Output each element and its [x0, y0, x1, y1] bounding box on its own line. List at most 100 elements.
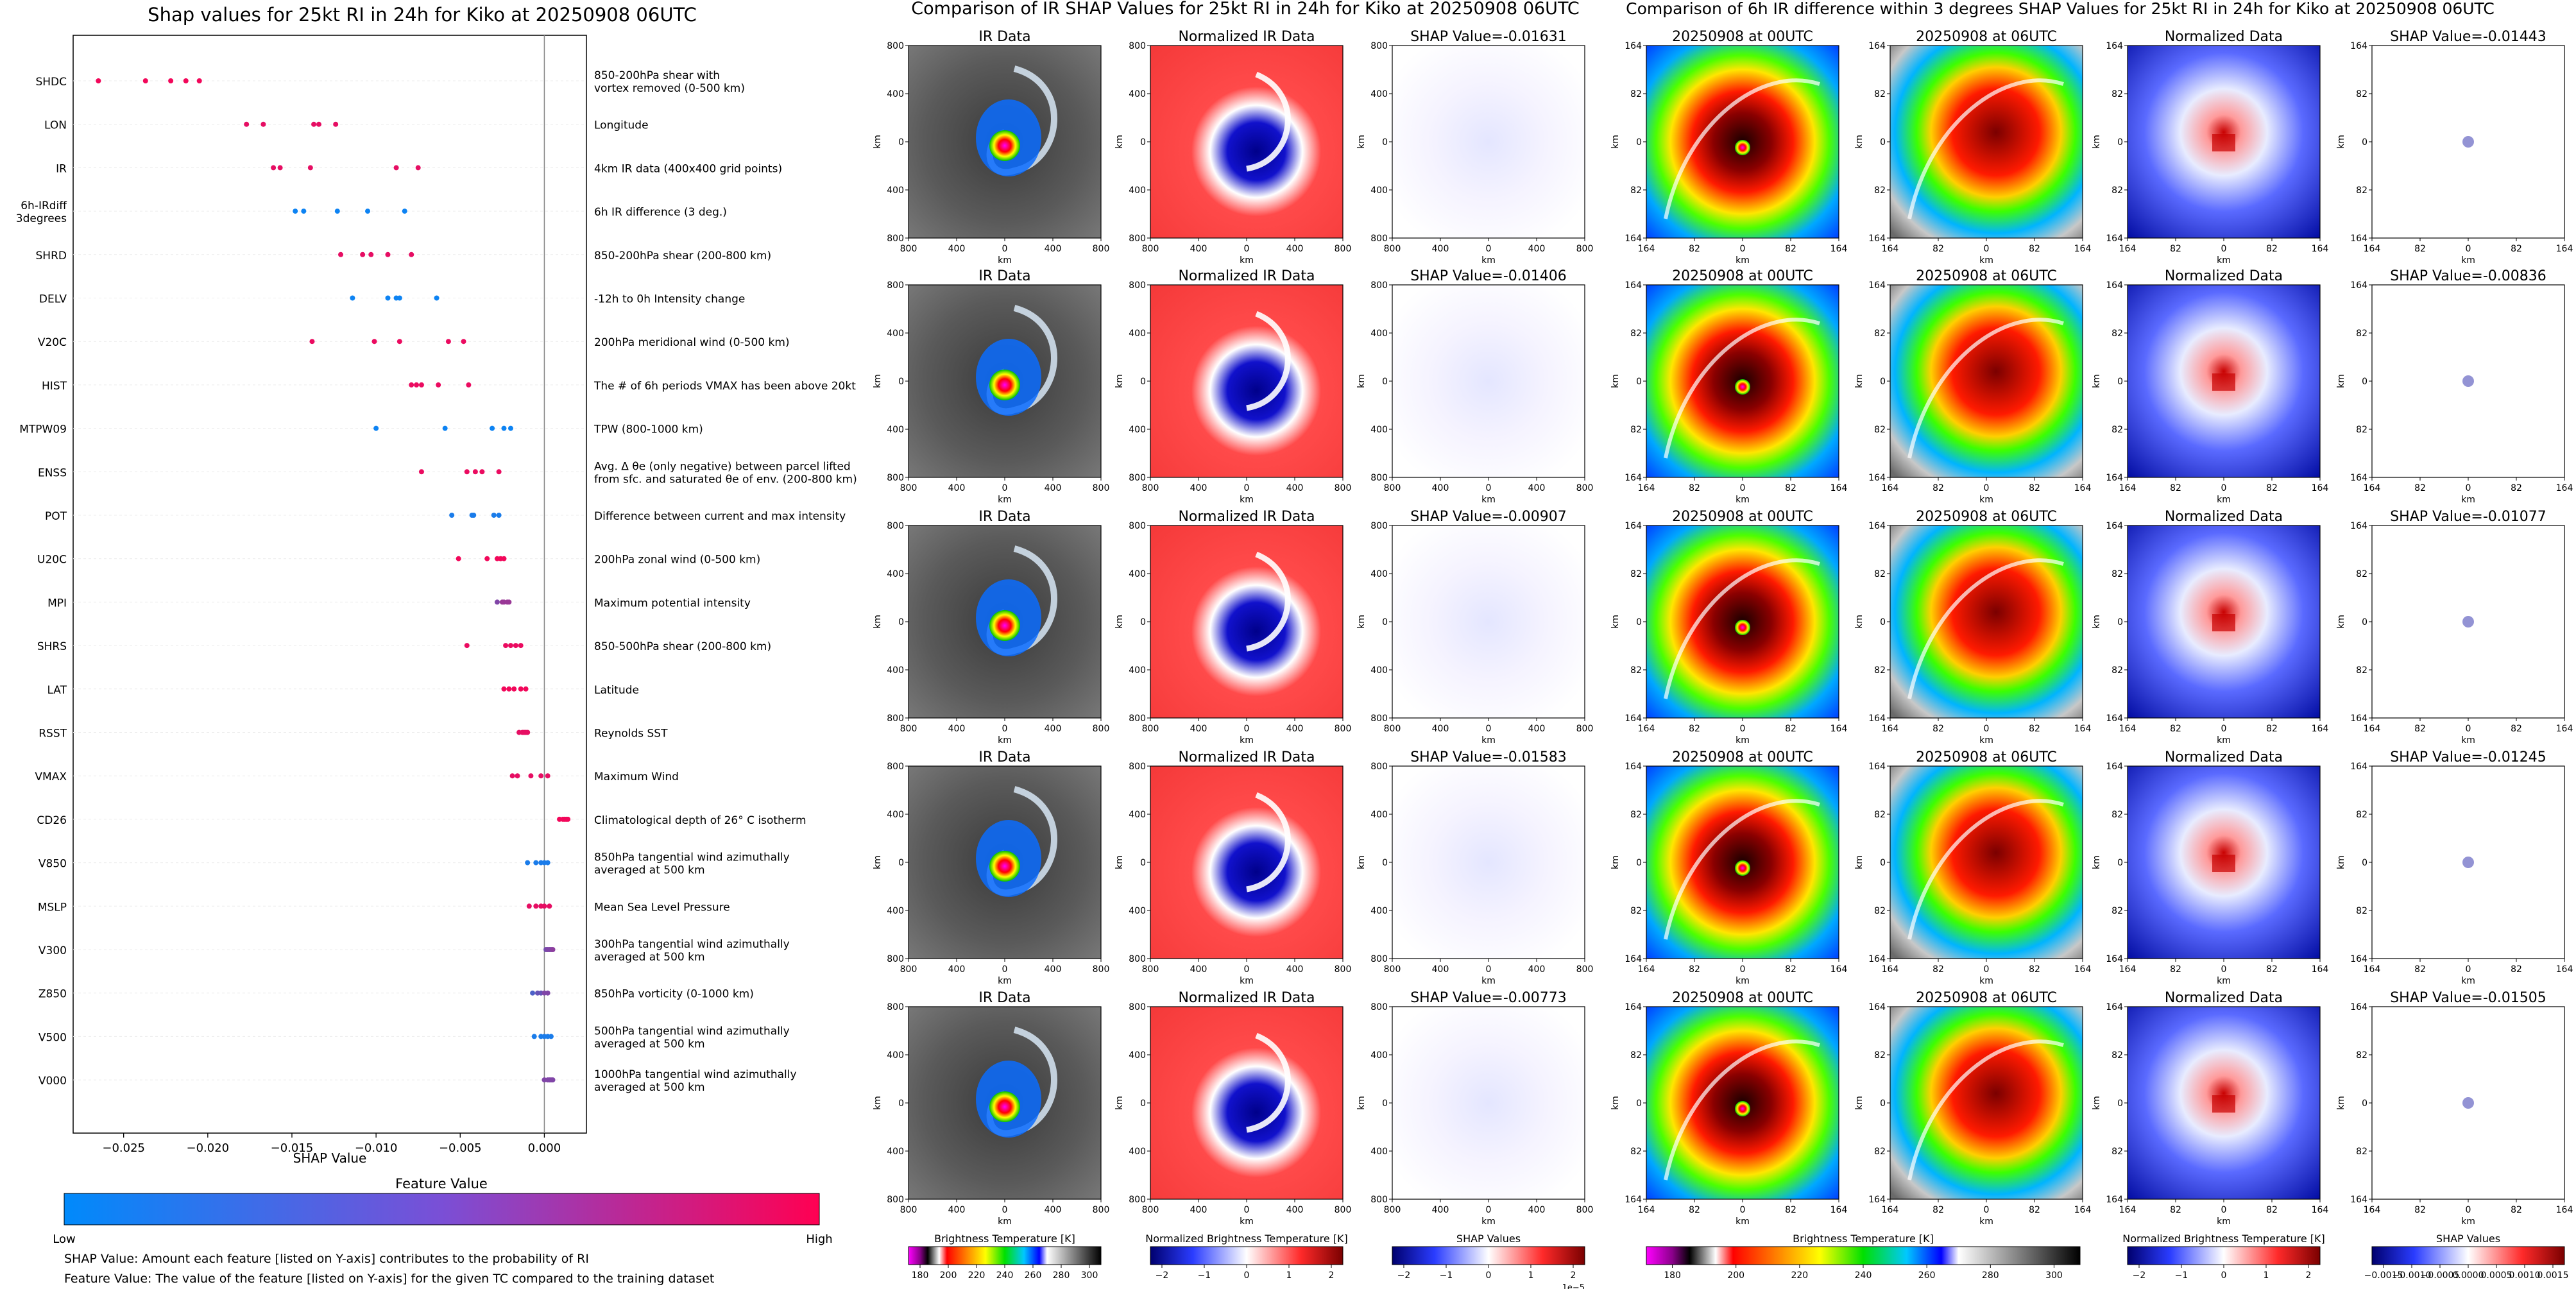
shap-point — [509, 773, 515, 779]
y-tick-label: 800 — [1370, 521, 1388, 531]
y-tick-label: 82 — [1874, 1147, 1886, 1157]
panel-title: IR Data — [978, 29, 1030, 45]
x-tick-label: 164 — [2364, 724, 2381, 734]
x-axis-label: km — [998, 495, 1012, 505]
y-tick-label: 400 — [887, 1050, 904, 1061]
x-axis-label: km — [2217, 1216, 2231, 1227]
shap-point — [309, 339, 315, 345]
colorbar-tick-label: 240 — [996, 1270, 1014, 1281]
colorbar-tick-label: 240 — [1855, 1270, 1872, 1281]
shap-hotspot — [2462, 616, 2474, 627]
x-tick-label: 400 — [948, 1205, 966, 1215]
shap-point — [464, 469, 470, 475]
storm-eye — [1735, 620, 1750, 635]
shap-point — [271, 165, 277, 171]
x-tick-label: 0 — [1002, 1205, 1008, 1215]
colorbar-tick-label: 2 — [2306, 1270, 2312, 1281]
x-tick-label: 400 — [1528, 483, 1546, 493]
x-axis-label: km — [2217, 735, 2231, 746]
x-tick-label: 400 — [1190, 964, 1207, 975]
storm-eye — [989, 851, 1020, 882]
y-tick-label: 164 — [2350, 1195, 2367, 1205]
y-tick-label: 164 — [2106, 234, 2123, 244]
x-axis-label: km — [1736, 976, 1750, 986]
shap-point — [168, 78, 174, 83]
cloud-band — [1907, 799, 2064, 940]
y-tick-label: 164 — [1868, 41, 1886, 51]
panel-title: SHAP Value=-0.00773 — [1410, 990, 1567, 1006]
colorbar-tick-label: 1 — [2264, 1270, 2269, 1281]
y-tick-label: 164 — [1625, 954, 1642, 964]
y-tick-label: 82 — [1874, 569, 1886, 579]
x-axis-label: km — [1481, 1216, 1496, 1227]
x-tick-label: 400 — [1432, 483, 1449, 493]
y-tick-label: 800 — [1129, 954, 1146, 964]
panel-image — [1392, 766, 1585, 959]
panel-title: Normalized Data — [2165, 268, 2283, 284]
panel-title: Normalized Data — [2165, 29, 2283, 45]
x-tick-label: 164 — [2074, 1205, 2092, 1215]
shap-point — [418, 382, 424, 388]
shap-point — [523, 686, 529, 692]
feature-label: SHDC — [35, 76, 67, 89]
y-tick-label: 164 — [2350, 41, 2367, 51]
colorbar-tick-label: 180 — [1664, 1270, 1681, 1281]
x-tick-label: 82 — [2414, 1205, 2426, 1215]
x-tick-label: 82 — [1785, 244, 1796, 254]
y-tick-label: 0 — [1636, 617, 1642, 627]
panel-title: 20250908 at 00UTC — [1672, 29, 1813, 45]
x-tick-label: 800 — [900, 483, 917, 493]
colorbar-tick-label: 0 — [1244, 1270, 1250, 1281]
y-tick-label: 400 — [1129, 425, 1146, 435]
x-tick-label: 0 — [1740, 1205, 1746, 1215]
y-tick-label: 800 — [887, 234, 904, 244]
y-tick-label: 164 — [2106, 521, 2123, 531]
colorbar-tick-label: 0 — [1486, 1270, 1492, 1281]
y-tick-label: 800 — [1370, 234, 1388, 244]
shap-point — [511, 686, 517, 692]
colorbar-ramp — [2371, 1246, 2565, 1265]
panel-title: IR Data — [978, 749, 1030, 765]
shap-point — [360, 252, 366, 257]
x-axis-label: km — [2461, 255, 2475, 266]
colorbar-tick-label: 0.0015 — [2538, 1270, 2569, 1281]
feature-label: U20C — [37, 554, 67, 567]
x-tick-label: 400 — [1045, 483, 1062, 493]
y-tick-label: 0 — [898, 617, 904, 627]
y-tick-label: 400 — [1129, 906, 1146, 916]
x-tick-label: 82 — [2511, 483, 2522, 493]
shap-point — [503, 643, 509, 649]
y-tick-label: 400 — [1370, 1050, 1388, 1061]
y-tick-label: 400 — [887, 425, 904, 435]
colorbar-tick-label: −1 — [2175, 1270, 2188, 1281]
colorbar: Brightness Temperature [K] 180 200 220 240 26… — [908, 1233, 1102, 1281]
panel-image — [1392, 525, 1585, 718]
feature-description: Longitude — [594, 119, 649, 132]
shap-point — [414, 382, 420, 388]
x-tick-label: 164 — [2119, 1205, 2137, 1215]
x-tick-label: 82 — [1689, 483, 1700, 493]
x-tick-label: 0 — [1984, 483, 1990, 493]
shap-point — [142, 78, 148, 83]
panel-title: 20250908 at 00UTC — [1672, 268, 1813, 284]
y-axis-label: km — [1114, 855, 1125, 869]
colorbar: Normalized Brightness Temperature [K] −2 −… — [1145, 1233, 1348, 1281]
y-axis-label: km — [1610, 374, 1621, 388]
y-tick-label: 800 — [1129, 521, 1146, 531]
y-tick-label: 82 — [2111, 665, 2123, 676]
shap-point — [533, 860, 539, 866]
feature-label: Z850 — [38, 988, 67, 1001]
panel-image — [1890, 1007, 2083, 1199]
y-tick-label: 400 — [887, 569, 904, 579]
shap-point — [244, 121, 250, 127]
cloud-band — [1246, 71, 1291, 172]
y-tick-label: 82 — [1874, 810, 1886, 820]
y-tick-label: 0 — [1382, 137, 1388, 148]
y-tick-label: 164 — [1625, 280, 1642, 291]
feature-label: MPI — [47, 597, 67, 610]
shap-point — [538, 773, 544, 779]
hotspot — [2212, 855, 2235, 872]
